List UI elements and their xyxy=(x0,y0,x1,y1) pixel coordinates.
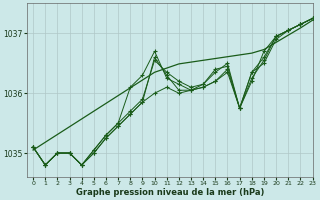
X-axis label: Graphe pression niveau de la mer (hPa): Graphe pression niveau de la mer (hPa) xyxy=(76,188,264,197)
